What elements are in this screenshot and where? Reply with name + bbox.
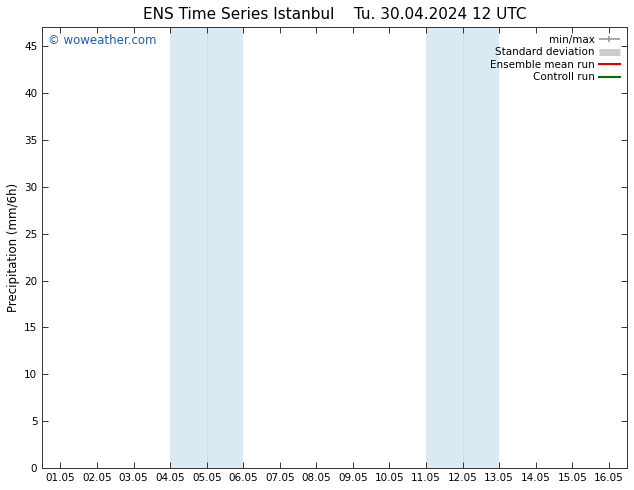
- Bar: [426, 27, 463, 468]
- Y-axis label: Precipitation (mm/6h): Precipitation (mm/6h): [7, 183, 20, 312]
- Bar: [170, 27, 207, 468]
- Bar: [463, 27, 499, 468]
- Legend: min/max, Standard deviation, Ensemble mean run, Controll run: min/max, Standard deviation, Ensemble me…: [488, 32, 622, 84]
- Title: ENS Time Series Istanbul    Tu. 30.04.2024 12 UTC: ENS Time Series Istanbul Tu. 30.04.2024 …: [143, 7, 526, 22]
- Bar: [207, 27, 243, 468]
- Text: © woweather.com: © woweather.com: [48, 34, 157, 47]
